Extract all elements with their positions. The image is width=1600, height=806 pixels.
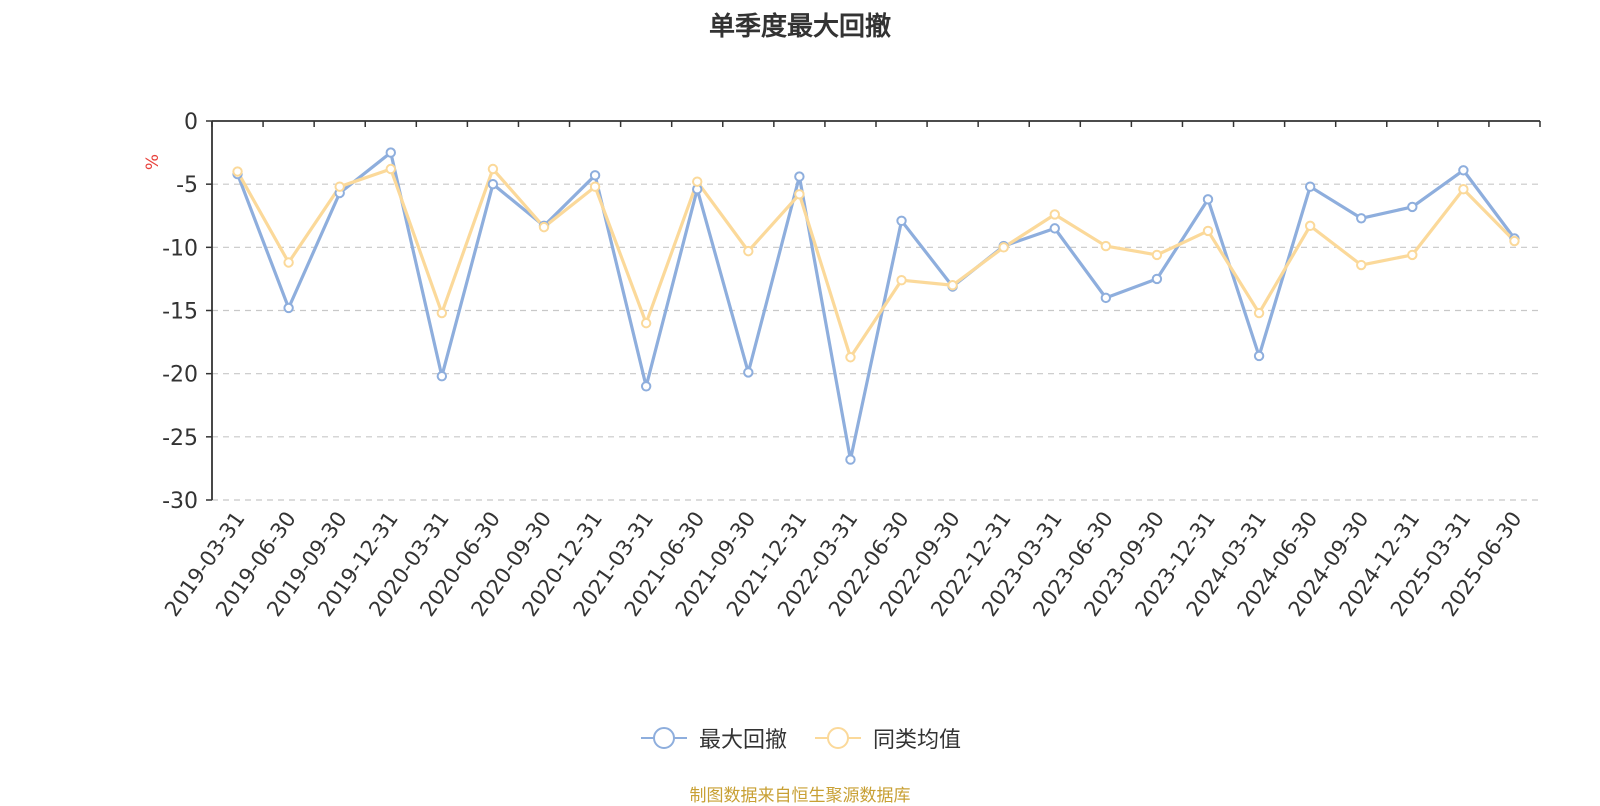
data-point-series-1: [640, 317, 652, 329]
data-point-series-1: [589, 181, 601, 192]
data-point-series-0: [385, 147, 396, 158]
data-point-series-0: [1407, 201, 1418, 213]
data-point-series-1: [1151, 249, 1163, 261]
data-point-series-0: [640, 381, 652, 392]
y-axis-label: %: [143, 154, 163, 170]
legend-item-series-0[interactable]: 最大回撤: [639, 722, 787, 754]
data-point-series-0: [283, 302, 294, 314]
data-point-series-1: [538, 221, 550, 233]
data-point-series-1: [232, 166, 243, 177]
data-point-series-1: [283, 257, 294, 268]
legend-label-series-0: 最大回撤: [698, 728, 787, 753]
data-point-series-0: [794, 171, 805, 182]
data-point-series-1: [334, 181, 345, 192]
data-point-series-1: [1100, 240, 1112, 252]
legend-marker-series-1: [815, 727, 861, 749]
data-point-series-1: [1253, 307, 1265, 319]
data-point-series-1: [1049, 209, 1060, 220]
y-tick-label: -30: [162, 489, 198, 514]
series-line-1: [236, 167, 1516, 359]
series-line-0: [236, 150, 1516, 462]
data-point-series-1: [947, 280, 958, 291]
y-tick-label: -15: [162, 300, 198, 325]
data-point-series-0: [845, 454, 856, 465]
y-tick-label: 0: [184, 110, 198, 135]
data-point-series-0: [896, 215, 907, 227]
y-tick-label: -5: [176, 173, 198, 198]
data-point-series-1: [1458, 184, 1469, 195]
data-point-series-1: [385, 163, 396, 175]
legend-label-series-1: 同类均值: [873, 728, 962, 753]
data-point-series-0: [1151, 273, 1163, 285]
data-point-series-1: [794, 189, 805, 200]
data-point-series-0: [743, 367, 754, 378]
y-tick-label: -25: [162, 426, 198, 451]
data-point-series-1: [1202, 225, 1214, 237]
data-point-series-1: [1356, 259, 1367, 271]
data-point-series-1: [1407, 249, 1418, 261]
data-point-series-0: [1253, 350, 1265, 362]
data-point-series-0: [1100, 292, 1112, 304]
data-point-series-0: [589, 170, 601, 181]
data-point-series-0: [1049, 223, 1060, 234]
legend: 最大回撤 同类均值: [0, 722, 1600, 754]
data-point-series-1: [487, 163, 499, 175]
data-point-series-1: [896, 274, 907, 286]
data-point-series-1: [998, 242, 1009, 253]
data-point-series-0: [1304, 181, 1316, 192]
data-point-series-1: [1304, 220, 1316, 232]
y-tick-label: -20: [162, 363, 198, 388]
data-point-series-0: [1458, 165, 1469, 176]
data-point-series-0: [1356, 213, 1367, 224]
data-point-series-1: [1509, 235, 1520, 247]
data-point-series-0: [1202, 194, 1214, 205]
data-point-series-1: [692, 176, 703, 187]
data-point-series-1: [743, 245, 754, 257]
y-tick-label: -10: [162, 236, 198, 261]
data-point-series-1: [845, 352, 856, 363]
chart-title: 单季度最大回撤: [708, 12, 891, 42]
source-note: 制图数据来自恒生聚源数据库: [689, 786, 911, 806]
data-point-series-1: [436, 307, 448, 319]
data-point-series-0: [487, 178, 499, 190]
legend-marker-series-0: [640, 727, 687, 749]
legend-item-series-1[interactable]: 同类均值: [813, 722, 961, 754]
data-point-series-0: [436, 370, 448, 382]
